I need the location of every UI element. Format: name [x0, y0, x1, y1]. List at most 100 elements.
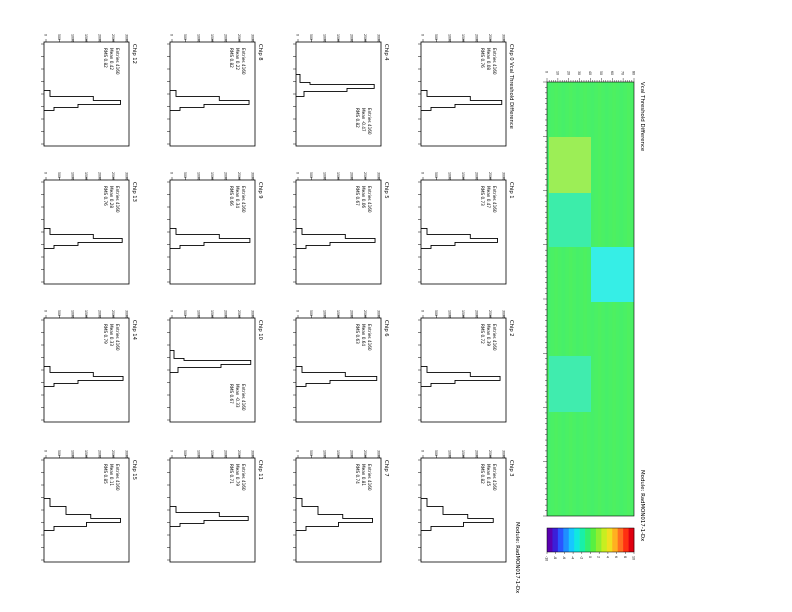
- heatmap-chip-patch: [549, 356, 591, 412]
- chip-6-stat: Entries 4160: [367, 324, 372, 351]
- chip-10-count-tick-label: 2000: [224, 310, 228, 318]
- chip-6-count-tick-label: 500: [309, 310, 313, 316]
- chip-6-stat: RMS 0.63: [355, 324, 360, 344]
- chip-2-count-tick-label: 2500: [488, 310, 492, 318]
- color-scale-segment: [595, 528, 602, 552]
- chip-5-histogram-line: [296, 227, 376, 249]
- heatmap-column-band: [547, 82, 551, 516]
- chip-7-count-tick-label: 3000: [377, 450, 381, 458]
- chip-0-stat: Entries 4160: [492, 48, 497, 75]
- chip-9-count-tick-label: 2000: [224, 172, 228, 180]
- chip-14-count-tick-label: 0: [44, 310, 48, 312]
- heatmap-top-tick-label: 70: [621, 71, 625, 75]
- chip-13-histogram-line: [44, 227, 123, 249]
- heatmap-top-tick-label: 40: [588, 71, 592, 75]
- chip-0-stat: RMS 0.76: [480, 48, 485, 68]
- chip-15-histogram-line: [44, 497, 121, 531]
- chip-2-count-tick-label: 0: [421, 310, 425, 312]
- module-heatmap: 0 10 20 30 40 50 60 70 80 Vcal Threshold Differen…: [543, 71, 645, 542]
- chip-0-count-tick-label: 3000: [502, 34, 506, 42]
- chip-5-count-tick-label: 0: [296, 172, 300, 174]
- chip-8-count-tick-label: 2000: [224, 34, 228, 42]
- chip-3-count-tick-label: 0: [421, 450, 425, 452]
- chip-11-title: Chip 11: [257, 460, 263, 480]
- chip-2-count-tick-label: 500: [434, 310, 438, 316]
- chip-6-count-tick-label: 2500: [363, 310, 367, 318]
- chip-14-stat: Entries 4160: [115, 324, 120, 351]
- color-scale-segment: [585, 528, 591, 552]
- heatmap-column-band: [561, 82, 566, 516]
- chip-5-count-tick-label: 2500: [363, 172, 367, 180]
- chip-11-stat: Entries 4160: [241, 464, 246, 491]
- heatmap-top-tick-label: 50: [599, 71, 603, 75]
- chip-4-count-tick-label: 500: [309, 34, 313, 40]
- chip-12-histogram: 0 500 1000 1500 2000 2500 3000 Entries 4160Mean…: [41, 34, 137, 147]
- chip-5-count-tick-label: 500: [309, 172, 313, 178]
- chip-11-stat: Mean 0.79: [235, 464, 240, 486]
- chip-2-title: Chip 2: [508, 320, 514, 337]
- chip-5-count-tick-label: 1000: [323, 172, 327, 180]
- chip-0-count-tick-label: 2000: [475, 34, 479, 42]
- chip-9-count-tick-label: 1500: [210, 172, 214, 180]
- chip-4-stat: RMS 0.82: [355, 108, 360, 128]
- chip-1-stat: Mean 0.47: [486, 186, 491, 208]
- chip-6-count-tick-label: 3000: [377, 310, 381, 318]
- chip-13-count-tick-label: 500: [57, 172, 61, 178]
- chip-0-count-tick-label: 2500: [488, 34, 492, 42]
- chip-14-histogram-line: [44, 365, 124, 387]
- chip-8-count-tick-label: 3000: [251, 34, 255, 42]
- chip-6-count-tick-label: 2000: [350, 310, 354, 318]
- chip-8-count-tick-label: 500: [183, 34, 187, 40]
- chip-11-count-tick-label: 2000: [224, 450, 228, 458]
- chip-9-count-tick-label: 3000: [251, 172, 255, 180]
- chip-10-histogram-line: [170, 349, 252, 373]
- heatmap-column-band: [576, 82, 580, 516]
- chip-6-histogram-line: [296, 365, 378, 387]
- chip-12-count-tick-label: 1000: [71, 34, 75, 42]
- chip-5-count-tick-label: 3000: [377, 172, 381, 180]
- chip-7-histogram: 0 500 1000 1500 2000 2500 3000 Entries 4160Mean…: [293, 450, 389, 563]
- chip-7-stat: RMS 0.74: [355, 464, 360, 484]
- heatmap-top-tick-label: 20: [566, 71, 570, 75]
- chip-13-count-tick-label: 2500: [111, 172, 115, 180]
- chip-11-count-tick-label: 1000: [197, 450, 201, 458]
- chip-11-count-tick-label: 0: [170, 450, 174, 452]
- chip-15-histogram: 0 500 1000 1500 2000 2500 3000 Entries 4160Mean…: [41, 450, 137, 563]
- chip-2-stat: Mean 0.39: [486, 324, 491, 346]
- chip-1-title: Chip 1: [508, 182, 514, 199]
- chip-14-count-tick-label: 1500: [84, 310, 88, 318]
- heatmap-chip-patch: [549, 137, 591, 193]
- chip-1-count-tick-label: 2000: [475, 172, 479, 180]
- chip-14-stat: Mean 0.33: [109, 324, 114, 346]
- heatmap-chip-patch: [591, 247, 634, 302]
- chip-15-count-tick-label: 500: [57, 450, 61, 456]
- chip-5-count-tick-label: 1500: [336, 172, 340, 180]
- chip-12-count-tick-label: 1500: [84, 34, 88, 42]
- chip-0-count-tick-label: 1000: [448, 34, 452, 42]
- chip-15-count-tick-label: 3000: [125, 450, 129, 458]
- chip-3-count-tick-label: 500: [434, 450, 438, 456]
- chip-7-title: Chip 7: [383, 460, 389, 477]
- chip-4-title: Chip 4: [383, 44, 389, 61]
- chip-14-histogram: 0 500 1000 1500 2000 2500 3000 Entries 4160Mean…: [41, 310, 137, 423]
- chip-13-count-tick-label: 3000: [125, 172, 129, 180]
- chip-13-count-tick-label: 0: [44, 172, 48, 174]
- chip-0-histogram: 0 500 1000 1500 2000 2500 3000 Entries 4160Mean…: [418, 34, 514, 147]
- chip-8-count-tick-label: 0: [170, 34, 174, 36]
- chip-1-count-tick-label: 500: [434, 172, 438, 178]
- chip-9-stat: Mean 0.34: [235, 186, 240, 208]
- chip-10-stat: Entries 4160: [241, 384, 246, 411]
- chip-5-count-tick-label: 2000: [350, 172, 354, 180]
- chip-0-count-tick-label: 1500: [461, 34, 465, 42]
- chip-8-count-tick-label: 1000: [197, 34, 201, 42]
- color-scale: -10 -8 -6 -4 -2 0 2 4 6 8 10: [545, 527, 636, 561]
- chip-10-count-tick-label: 3000: [251, 310, 255, 318]
- chip-7-count-tick-label: 2500: [363, 450, 367, 458]
- chip-4-count-tick-label: 3000: [377, 34, 381, 42]
- chip-1-histogram-line: [421, 227, 498, 249]
- color-scale-segment: [612, 528, 618, 552]
- heatmap-top-tick-label: 10: [555, 71, 559, 75]
- chip-3-stat: Entries 4160: [492, 464, 497, 491]
- chip-10-stat: Mean -0.33: [235, 384, 240, 408]
